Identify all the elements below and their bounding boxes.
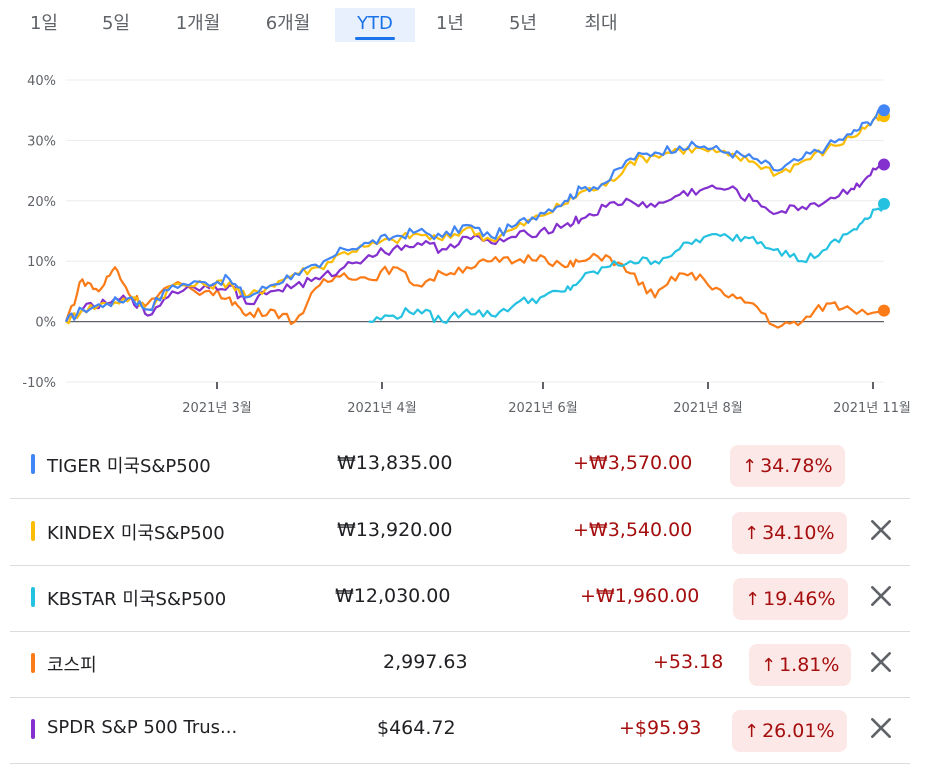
change-value: +₩3,540.00 bbox=[573, 519, 693, 541]
list-item[interactable]: 코스피 2,997.63 +53.18 ↑ 1.81% bbox=[10, 631, 910, 698]
percent-value: 34.10% bbox=[762, 522, 835, 544]
change-value: +53.18 bbox=[653, 651, 724, 673]
security-name: SPDR S&P 500 Trus... bbox=[47, 717, 238, 738]
tab-5y[interactable]: 5년 bbox=[508, 13, 537, 34]
list-item[interactable]: SPDR S&P 500 Trus... $464.72 +$95.93 ↑ 26… bbox=[10, 697, 910, 764]
percent-badge: ↑ 34.10% bbox=[732, 512, 847, 554]
y-tick-label: 20% bbox=[27, 195, 56, 210]
close-icon[interactable] bbox=[868, 517, 894, 543]
series-line bbox=[65, 163, 885, 323]
list-item[interactable]: KBSTAR 미국S&P500 ₩12,030.00 +₩1,960.00 ↑ 1… bbox=[10, 565, 910, 632]
y-axis: 40% 30% 20% 10% 0% -10% bbox=[22, 74, 56, 391]
series-color-swatch bbox=[31, 521, 35, 541]
series-line bbox=[65, 113, 885, 325]
series-endpoint bbox=[878, 304, 890, 317]
change-value: +₩1,960.00 bbox=[580, 585, 700, 607]
chart-grid bbox=[66, 79, 884, 383]
price-value: ₩13,835.00 bbox=[337, 452, 453, 474]
series-color-swatch bbox=[31, 719, 35, 739]
y-tick-label: 30% bbox=[27, 134, 56, 149]
percent-value: 19.46% bbox=[763, 588, 836, 610]
tab-5d[interactable]: 5일 bbox=[101, 13, 130, 34]
y-tick-label: 10% bbox=[27, 255, 56, 270]
price-value: ₩13,920.00 bbox=[337, 519, 453, 541]
price-value: 2,997.63 bbox=[383, 651, 468, 673]
percent-badge: ↑ 19.46% bbox=[733, 578, 848, 620]
percent-badge: ↑ 1.81% bbox=[749, 644, 852, 686]
percent-value: 34.78% bbox=[760, 455, 833, 477]
close-icon[interactable] bbox=[868, 583, 894, 609]
series-endpoint bbox=[878, 158, 890, 171]
series-endpoint bbox=[878, 197, 890, 210]
y-tick-label: 40% bbox=[27, 74, 56, 89]
close-icon[interactable] bbox=[868, 649, 894, 675]
chart-series bbox=[64, 108, 886, 329]
x-tick-label: 2021년 3월 bbox=[182, 401, 251, 416]
x-tick-label: 2021년 8월 bbox=[673, 401, 742, 416]
arrow-up-icon: ↑ bbox=[742, 456, 758, 477]
series-endpoint bbox=[878, 104, 890, 117]
arrow-up-icon: ↑ bbox=[745, 589, 761, 610]
tab-1y[interactable]: 1년 bbox=[435, 13, 464, 34]
chart-endpoints bbox=[878, 104, 890, 317]
series-line bbox=[64, 252, 885, 329]
tab-1d[interactable]: 1일 bbox=[29, 13, 58, 34]
security-name: KINDEX 미국S&P500 bbox=[47, 523, 225, 544]
series-color-swatch bbox=[31, 653, 35, 673]
x-tick-label: 2021년 11월 bbox=[833, 401, 911, 416]
series-line bbox=[65, 108, 885, 323]
x-tick-label: 2021년 6월 bbox=[508, 401, 577, 416]
tab-6m[interactable]: 6개월 bbox=[265, 13, 311, 34]
x-tick-label: 2021년 4월 bbox=[347, 401, 416, 416]
tab-ytd[interactable]: YTD bbox=[335, 8, 415, 42]
arrow-up-icon: ↑ bbox=[744, 523, 760, 544]
list-item[interactable]: KINDEX 미국S&P500 ₩13,920.00 +₩3,540.00 ↑ 3… bbox=[10, 499, 910, 566]
list-item[interactable]: TIGER 미국S&P500 ₩13,835.00 +₩3,570.00 ↑ 34… bbox=[10, 432, 910, 499]
arrow-up-icon: ↑ bbox=[744, 721, 760, 742]
range-tabs: 1일 5일 1개월 6개월 YTD 1년 5년 최대 bbox=[0, 0, 931, 44]
change-value: +$95.93 bbox=[619, 717, 702, 739]
percent-value: 26.01% bbox=[762, 720, 835, 742]
percent-badge: ↑ 26.01% bbox=[732, 710, 847, 752]
tab-1m[interactable]: 1개월 bbox=[175, 13, 221, 34]
series-line bbox=[368, 203, 886, 324]
series-color-swatch bbox=[31, 587, 35, 607]
y-tick-label: -10% bbox=[22, 376, 56, 391]
security-name: TIGER 미국S&P500 bbox=[47, 456, 211, 477]
security-name: KBSTAR 미국S&P500 bbox=[47, 589, 227, 610]
y-tick-label: 0% bbox=[35, 316, 56, 331]
price-value: ₩12,030.00 bbox=[335, 585, 451, 607]
performance-chart: 40%30%20%10%0%-10% 2021년 3월 2021년 4월 2021년… bbox=[22, 74, 911, 416]
arrow-up-icon: ↑ bbox=[761, 655, 777, 676]
tab-max[interactable]: 최대 bbox=[584, 13, 618, 34]
change-value: +₩3,570.00 bbox=[573, 452, 693, 474]
security-name: 코스피 bbox=[47, 655, 97, 676]
close-icon[interactable] bbox=[868, 715, 894, 741]
percent-badge: ↑ 34.78% bbox=[730, 445, 845, 487]
price-value: $464.72 bbox=[377, 717, 456, 739]
x-axis: 2021년 3월 2021년 4월 2021년 6월 2021년 8월 2021년 11… bbox=[182, 382, 911, 416]
percent-value: 1.81% bbox=[779, 654, 840, 676]
series-color-swatch bbox=[31, 454, 35, 474]
